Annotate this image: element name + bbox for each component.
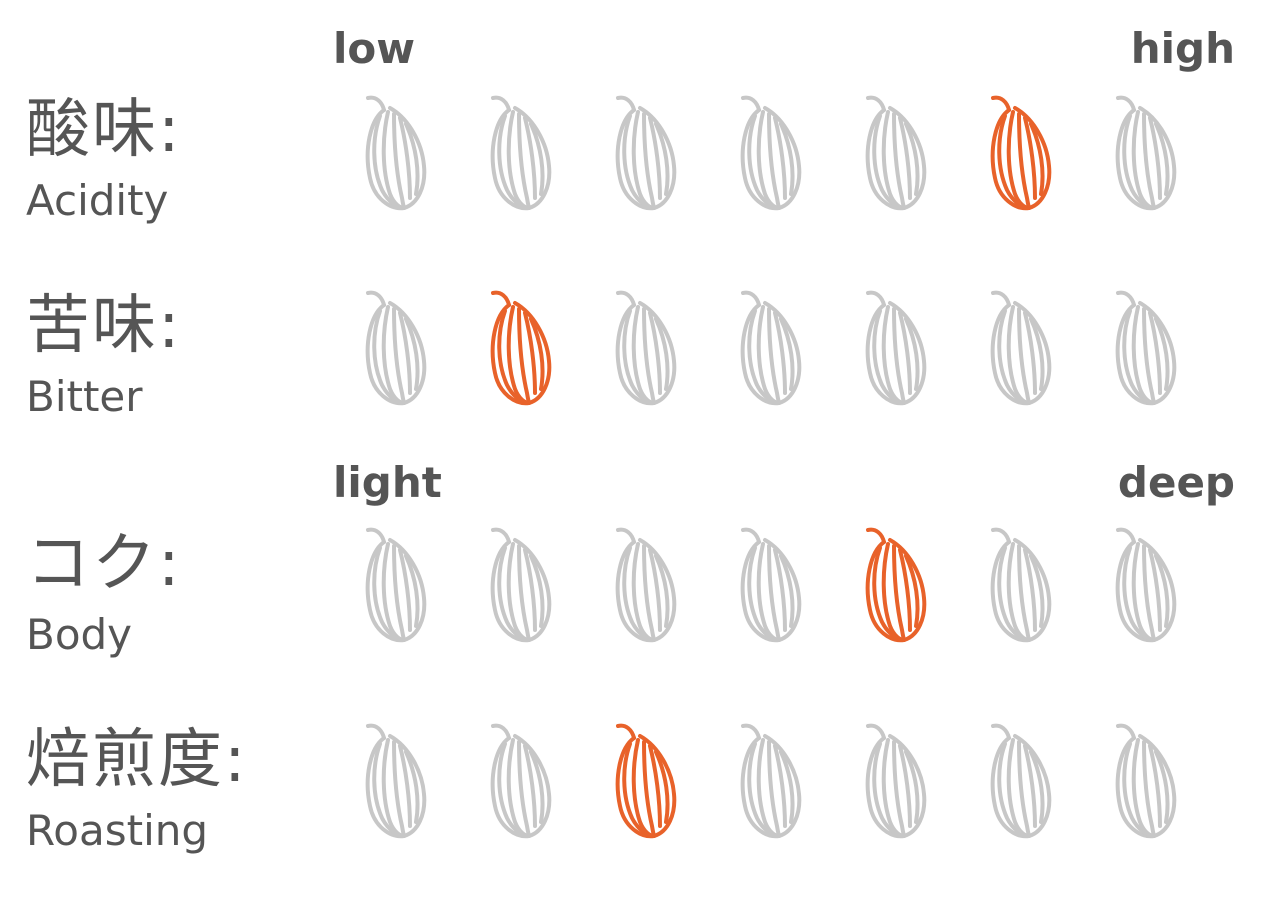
scale-light-label: light: [333, 458, 442, 507]
coffee-bean-icon: [860, 289, 932, 409]
row-label-en: Body: [26, 610, 133, 659]
coffee-bean-icon: [985, 289, 1057, 409]
coffee-bean-icon: [1110, 722, 1182, 842]
coffee-bean-icon: [610, 526, 682, 646]
coffee-bean-icon: [1110, 526, 1182, 646]
coffee-bean-icon: [360, 722, 432, 842]
coffee-bean-icon: [360, 289, 432, 409]
coffee-bean-icon: [735, 94, 807, 214]
coffee-bean-icon: [360, 94, 432, 214]
rating-bitter: [360, 289, 1190, 409]
coffee-bean-icon: [485, 94, 557, 214]
scale-low-label: low: [333, 24, 416, 73]
rating-acidity: [360, 94, 1190, 214]
coffee-bean-icon: [485, 526, 557, 646]
row-label-acidity: 酸味: Acidity: [26, 98, 182, 222]
coffee-bean-icon: [860, 722, 932, 842]
row-label-roasting: 焙煎度: Roasting: [26, 728, 248, 852]
rating-roasting: [360, 722, 1190, 842]
coffee-bean-icon: [610, 289, 682, 409]
row-label-en: Acidity: [26, 176, 169, 225]
coffee-bean-icon: [860, 94, 932, 214]
coffee-bean-icon-selected: [485, 289, 557, 409]
scale-high-label: high: [1130, 24, 1235, 73]
coffee-bean-icon: [735, 289, 807, 409]
coffee-bean-icon-selected: [860, 526, 932, 646]
coffee-bean-icon-selected: [610, 722, 682, 842]
row-label-jp: 焙煎度:: [26, 723, 248, 797]
coffee-bean-icon: [985, 722, 1057, 842]
coffee-bean-icon: [1110, 289, 1182, 409]
coffee-bean-icon: [610, 94, 682, 214]
row-label-jp: 苦味:: [26, 289, 182, 363]
coffee-bean-icon: [485, 722, 557, 842]
coffee-bean-icon: [360, 526, 432, 646]
scale-deep-label: deep: [1117, 458, 1235, 507]
row-label-body: コク: Body: [26, 532, 182, 656]
row-label-en: Roasting: [26, 806, 209, 855]
coffee-bean-icon-selected: [985, 94, 1057, 214]
row-label-jp: コク:: [26, 527, 182, 601]
coffee-bean-icon: [1110, 94, 1182, 214]
coffee-bean-icon: [735, 526, 807, 646]
row-label-bitter: 苦味: Bitter: [26, 294, 182, 418]
coffee-bean-icon: [985, 526, 1057, 646]
rating-body: [360, 526, 1190, 646]
row-label-en: Bitter: [26, 372, 143, 421]
coffee-bean-icon: [735, 722, 807, 842]
row-label-jp: 酸味:: [26, 93, 182, 167]
